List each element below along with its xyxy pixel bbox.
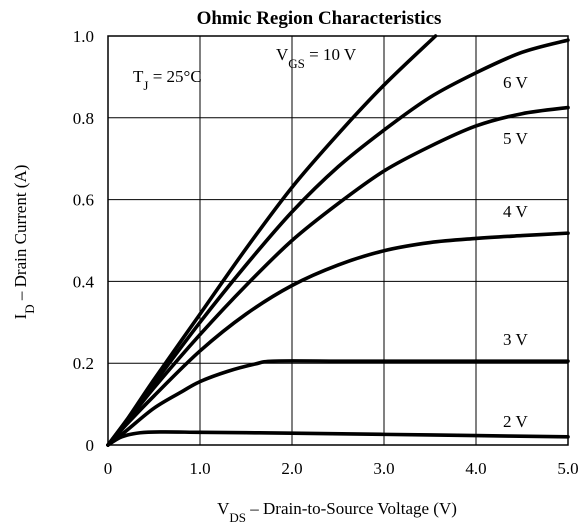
x-tick-label: 3.0 — [373, 459, 394, 478]
x-tick-label: 4.0 — [465, 459, 486, 478]
series-label-bg — [498, 128, 538, 148]
x-tick-label: 0 — [104, 459, 113, 478]
series-label-bg — [498, 329, 538, 349]
series-label-4: 4 V — [503, 202, 528, 221]
chart-title: Ohmic Region Characteristics — [197, 8, 442, 29]
series-label-6: 2 V — [503, 412, 528, 431]
temperature-annotation: TJ = 25°C — [133, 67, 202, 93]
series-label-bg — [498, 201, 538, 221]
series-label-bg — [498, 72, 538, 92]
series-line-5 — [106, 359, 570, 447]
x-tick-label: 2.0 — [281, 459, 302, 478]
series-line-4 — [106, 231, 570, 447]
y-tick-label: 0.2 — [73, 354, 94, 373]
y-tick-label: 0.8 — [73, 109, 94, 128]
x-tick-label: 5.0 — [557, 459, 578, 478]
series-label-1: VGS = 10 V — [276, 45, 357, 71]
series-label-layer: VGS = 10 V 6 V 5 V 4 V 3 V 2 V — [276, 45, 538, 431]
x-axis-label: VDS – Drain-to-Source Voltage (V) — [217, 499, 457, 525]
series-line-3 — [106, 105, 570, 447]
series-label-3: 5 V — [503, 129, 528, 148]
y-tick-label: 0.6 — [73, 191, 94, 210]
grid-layer — [108, 36, 568, 445]
series-label-bg — [498, 411, 538, 431]
series-label-2: 6 V — [503, 73, 528, 92]
series-line-6 — [106, 430, 570, 447]
y-axis-label: ID – Drain Current (A) — [11, 165, 37, 320]
tick-label-layer: 0 1.0 2.0 3.0 4.0 5.0 0 0.2 0.4 0.6 0.8 1.0 — [73, 27, 579, 478]
series-line-2 — [106, 38, 570, 447]
y-tick-label: 0.4 — [73, 272, 95, 291]
series-label-5: 3 V — [503, 330, 528, 349]
y-tick-label: 1.0 — [73, 27, 94, 46]
x-tick-label: 1.0 — [189, 459, 210, 478]
y-tick-label: 0 — [86, 436, 95, 455]
plot-frame — [107, 35, 569, 446]
curve-layer — [106, 34, 570, 447]
